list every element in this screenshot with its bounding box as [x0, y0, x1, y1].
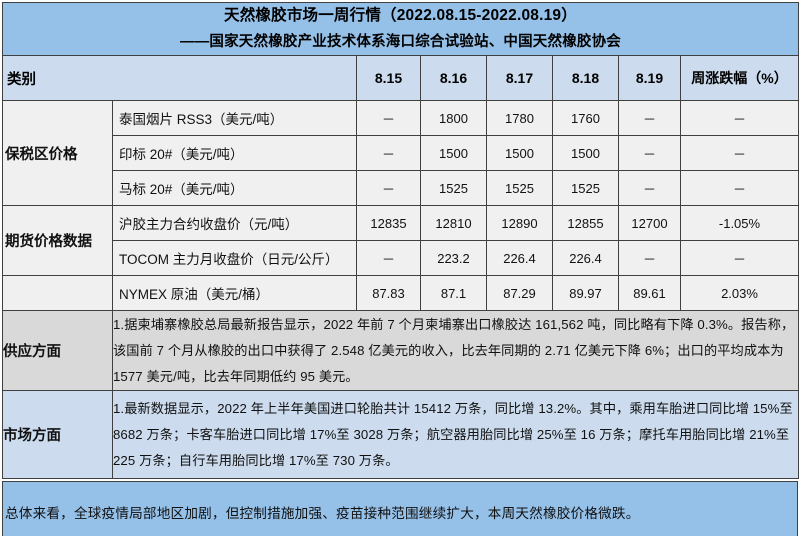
narrative-row-market: 市场方面 1.最新数据显示，2022 年上半年美国进口轮胎共计 15412 万条…: [2, 390, 799, 479]
cell-value: 87.29: [486, 275, 553, 311]
header-date-2: 8.17: [486, 55, 553, 101]
narrative-text-market: 1.最新数据显示，2022 年上半年美国进口轮胎共计 15412 万条，同比增 …: [112, 390, 799, 479]
summary-text: 总体来看，全球疫情局部地区加剧，但控制措施加强、疫苗接种范围继续扩大，本周天然橡…: [5, 506, 640, 521]
cell-value: 12810: [420, 205, 487, 241]
row-item-label: NYMEX 原油（美元/桶）: [112, 275, 357, 311]
table-row: 保税区价格 泰国烟片 RSS3（美元/吨） － 1800 1780 1760 －…: [2, 100, 799, 206]
cell-value: －: [618, 100, 681, 136]
report-title-cell: 天然橡胶市场一周行情（2022.08.15-2022.08.19） ——国家天然…: [2, 2, 799, 56]
cell-value: 1500: [552, 135, 619, 171]
cell-value: －: [618, 170, 681, 206]
cell-value: 12855: [552, 205, 619, 241]
summary-bar: 总体来看，全球疫情局部地区加剧，但控制措施加强、疫苗接种范围继续扩大，本周天然橡…: [2, 481, 798, 536]
cell-value: 1760: [552, 100, 619, 136]
cell-weekly-change: －: [680, 170, 799, 206]
narrative-label-supply: 供应方面: [2, 310, 113, 391]
title-row: 天然橡胶市场一周行情（2022.08.15-2022.08.19） ——国家天然…: [2, 2, 799, 56]
cell-value: 226.4: [486, 240, 553, 276]
market-report-table: 天然橡胶市场一周行情（2022.08.15-2022.08.19） ——国家天然…: [2, 2, 799, 479]
header-category: 类别: [2, 55, 357, 101]
narrative-text-supply: 1.据柬埔寨橡胶总局最新报告显示，2022 年前 7 个月柬埔寨出口橡胶达 16…: [112, 310, 799, 391]
table-header-row: 类别 8.15 8.16 8.17 8.18 8.19 周涨跌幅（%）: [2, 55, 799, 101]
cell-value: 12890: [486, 205, 553, 241]
row-item-label: 印标 20#（美元/吨）: [112, 135, 357, 171]
cell-weekly-change: －: [680, 135, 799, 171]
cell-value: －: [618, 135, 681, 171]
cell-value: －: [356, 100, 421, 136]
cell-value: 12700: [618, 205, 681, 241]
cell-value: 1525: [552, 170, 619, 206]
group-label-futures: 期货价格数据: [2, 205, 113, 276]
report-title-main: 天然橡胶市场一周行情（2022.08.15-2022.08.19）: [224, 7, 577, 24]
row-item-label: TOCOM 主力月收盘价（日元/公斤）: [112, 240, 357, 276]
cell-value: －: [618, 240, 681, 276]
cell-value: 87.83: [356, 275, 421, 311]
report-title-sub: ——国家天然橡胶产业技术体系海口综合试验站、中国天然橡胶协会: [180, 34, 621, 50]
cell-value: 1525: [486, 170, 553, 206]
cell-weekly-change: －: [680, 240, 799, 276]
group-label-bonded-zone: 保税区价格: [2, 100, 113, 206]
cell-weekly-change: -1.05%: [680, 205, 799, 241]
narrative-label-market: 市场方面: [2, 390, 113, 479]
cell-value: －: [356, 240, 421, 276]
cell-value: －: [356, 135, 421, 171]
header-date-1: 8.16: [420, 55, 487, 101]
row-item-label: 泰国烟片 RSS3（美元/吨）: [112, 100, 357, 136]
cell-value: 1800: [420, 100, 487, 136]
row-item-label: 沪胶主力合约收盘价（元/吨）: [112, 205, 357, 241]
table-row: 印标 20#（美元/吨） － 1500 1500 1500 － －: [3, 135, 799, 171]
group-label-empty: [2, 275, 113, 311]
cell-value: 1500: [486, 135, 553, 171]
header-weekly-change: 周涨跌幅（%）: [680, 55, 799, 101]
table-row: 期货价格数据 沪胶主力合约收盘价（元/吨） 12835 12810 12890 …: [2, 205, 799, 276]
cell-weekly-change: －: [680, 100, 799, 136]
cell-value: 1780: [486, 100, 553, 136]
header-date-0: 8.15: [356, 55, 421, 101]
cell-value: 226.4: [552, 240, 619, 276]
header-date-3: 8.18: [552, 55, 619, 101]
table-row: 马标 20#（美元/吨） － 1525 1525 1525 － －: [3, 170, 799, 206]
header-date-4: 8.19: [618, 55, 681, 101]
cell-value: －: [356, 170, 421, 206]
cell-value: 12835: [356, 205, 421, 241]
cell-value: 89.61: [618, 275, 681, 311]
cell-value: 87.1: [420, 275, 487, 311]
narrative-row-supply: 供应方面 1.据柬埔寨橡胶总局最新报告显示，2022 年前 7 个月柬埔寨出口橡…: [2, 310, 799, 391]
row-item-label: 马标 20#（美元/吨）: [112, 170, 357, 206]
cell-weekly-change: 2.03%: [680, 275, 799, 311]
table-row: NYMEX 原油（美元/桶） 87.83 87.1 87.29 89.97 89…: [2, 275, 799, 311]
cell-value: 1525: [420, 170, 487, 206]
table-row: TOCOM 主力月收盘价（日元/公斤） － 223.2 226.4 226.4 …: [3, 240, 799, 276]
cell-value: 1500: [420, 135, 487, 171]
cell-value: 223.2: [420, 240, 487, 276]
cell-value: 89.97: [552, 275, 619, 311]
